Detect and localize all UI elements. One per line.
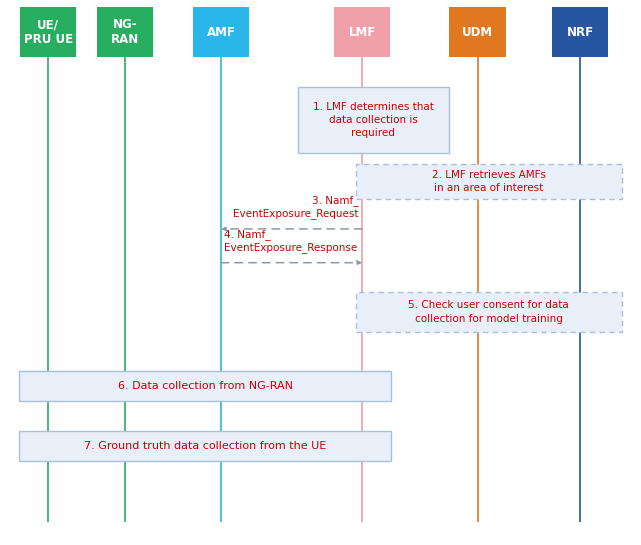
FancyBboxPatch shape xyxy=(193,7,249,57)
FancyBboxPatch shape xyxy=(552,7,608,57)
Text: 5. Check user consent for data
collection for model training: 5. Check user consent for data collectio… xyxy=(408,300,569,324)
FancyBboxPatch shape xyxy=(20,7,76,57)
Text: UE/
PRU UE: UE/ PRU UE xyxy=(24,18,72,46)
FancyBboxPatch shape xyxy=(356,292,622,332)
Text: 3. Namf_
EventExposure_Request: 3. Namf_ EventExposure_Request xyxy=(233,195,359,219)
Text: AMF: AMF xyxy=(206,26,236,39)
Text: 2. LMF retrieves AMFs
in an area of interest: 2. LMF retrieves AMFs in an area of inte… xyxy=(432,169,545,193)
FancyBboxPatch shape xyxy=(356,164,622,199)
Text: 1. LMF determines that
data collection is
required: 1. LMF determines that data collection i… xyxy=(313,102,434,138)
Text: NRF: NRF xyxy=(567,26,594,39)
FancyBboxPatch shape xyxy=(97,7,153,57)
FancyBboxPatch shape xyxy=(334,7,390,57)
Text: 6. Data collection from NG-RAN: 6. Data collection from NG-RAN xyxy=(117,380,293,391)
FancyBboxPatch shape xyxy=(19,371,391,401)
FancyBboxPatch shape xyxy=(449,7,506,57)
Text: 4. Namf_
EventExposure_Response: 4. Namf_ EventExposure_Response xyxy=(224,229,358,253)
FancyBboxPatch shape xyxy=(298,87,449,153)
Text: UDM: UDM xyxy=(462,26,493,39)
FancyBboxPatch shape xyxy=(19,431,391,461)
Text: NG-
RAN: NG- RAN xyxy=(111,18,139,46)
Text: 7. Ground truth data collection from the UE: 7. Ground truth data collection from the… xyxy=(84,440,326,451)
Text: LMF: LMF xyxy=(349,26,376,39)
